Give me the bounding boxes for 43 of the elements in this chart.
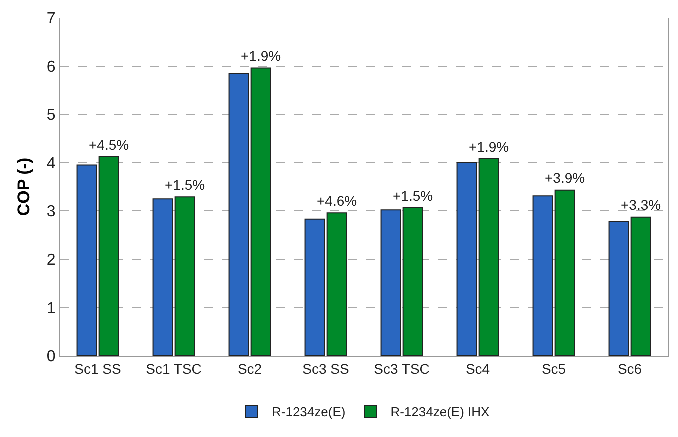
x-tick-label: Sc6	[618, 360, 642, 377]
annotation: +3.3%	[621, 197, 662, 213]
bar	[250, 68, 272, 356]
bar	[456, 162, 478, 356]
x-tick-label: Sc3 TSC	[374, 360, 430, 377]
y-tick-label: 1	[46, 300, 56, 318]
y-tick-label: 6	[46, 58, 56, 76]
bar	[532, 196, 554, 356]
bar	[478, 158, 500, 356]
annotation: +1.9%	[469, 139, 510, 155]
y-tick-label: 7	[46, 10, 56, 28]
annotation: +4.6%	[317, 193, 358, 209]
bar	[76, 164, 98, 356]
bar	[98, 156, 120, 356]
x-tick-label: Sc3 SS	[302, 360, 350, 377]
bar	[630, 216, 652, 356]
bar	[228, 73, 250, 356]
x-tick-label: Sc2	[238, 360, 262, 377]
annotation: +1.5%	[393, 188, 434, 204]
y-axis-title: COP (-)	[14, 158, 34, 216]
bar	[608, 221, 630, 356]
annotation: +3.9%	[545, 170, 586, 186]
bar	[402, 207, 424, 356]
x-tick-label: Sc5	[542, 360, 566, 377]
y-tick-label: 3	[46, 204, 56, 221]
legend-label: R-1234ze(E)	[272, 404, 346, 420]
bar	[326, 212, 348, 356]
legend-label: R-1234ze(E) IHX	[390, 404, 490, 420]
y-tick-label: 5	[46, 107, 56, 124]
annotation: +1.5%	[165, 177, 206, 193]
y-tick-label: 4	[46, 155, 56, 172]
bar	[152, 198, 174, 356]
x-tick-label: Sc4	[466, 360, 490, 377]
bar	[304, 218, 326, 356]
y-tick-label: 2	[46, 252, 56, 270]
bar	[380, 210, 402, 356]
x-tick-label: Sc1 TSC	[146, 360, 202, 377]
annotation: +1.9%	[241, 48, 282, 64]
annotation: +4.5%	[89, 137, 130, 153]
y-tick-label: 0	[46, 348, 56, 366]
bar	[554, 190, 576, 356]
bar	[174, 196, 196, 356]
x-tick-label: Sc1 SS	[74, 360, 122, 377]
